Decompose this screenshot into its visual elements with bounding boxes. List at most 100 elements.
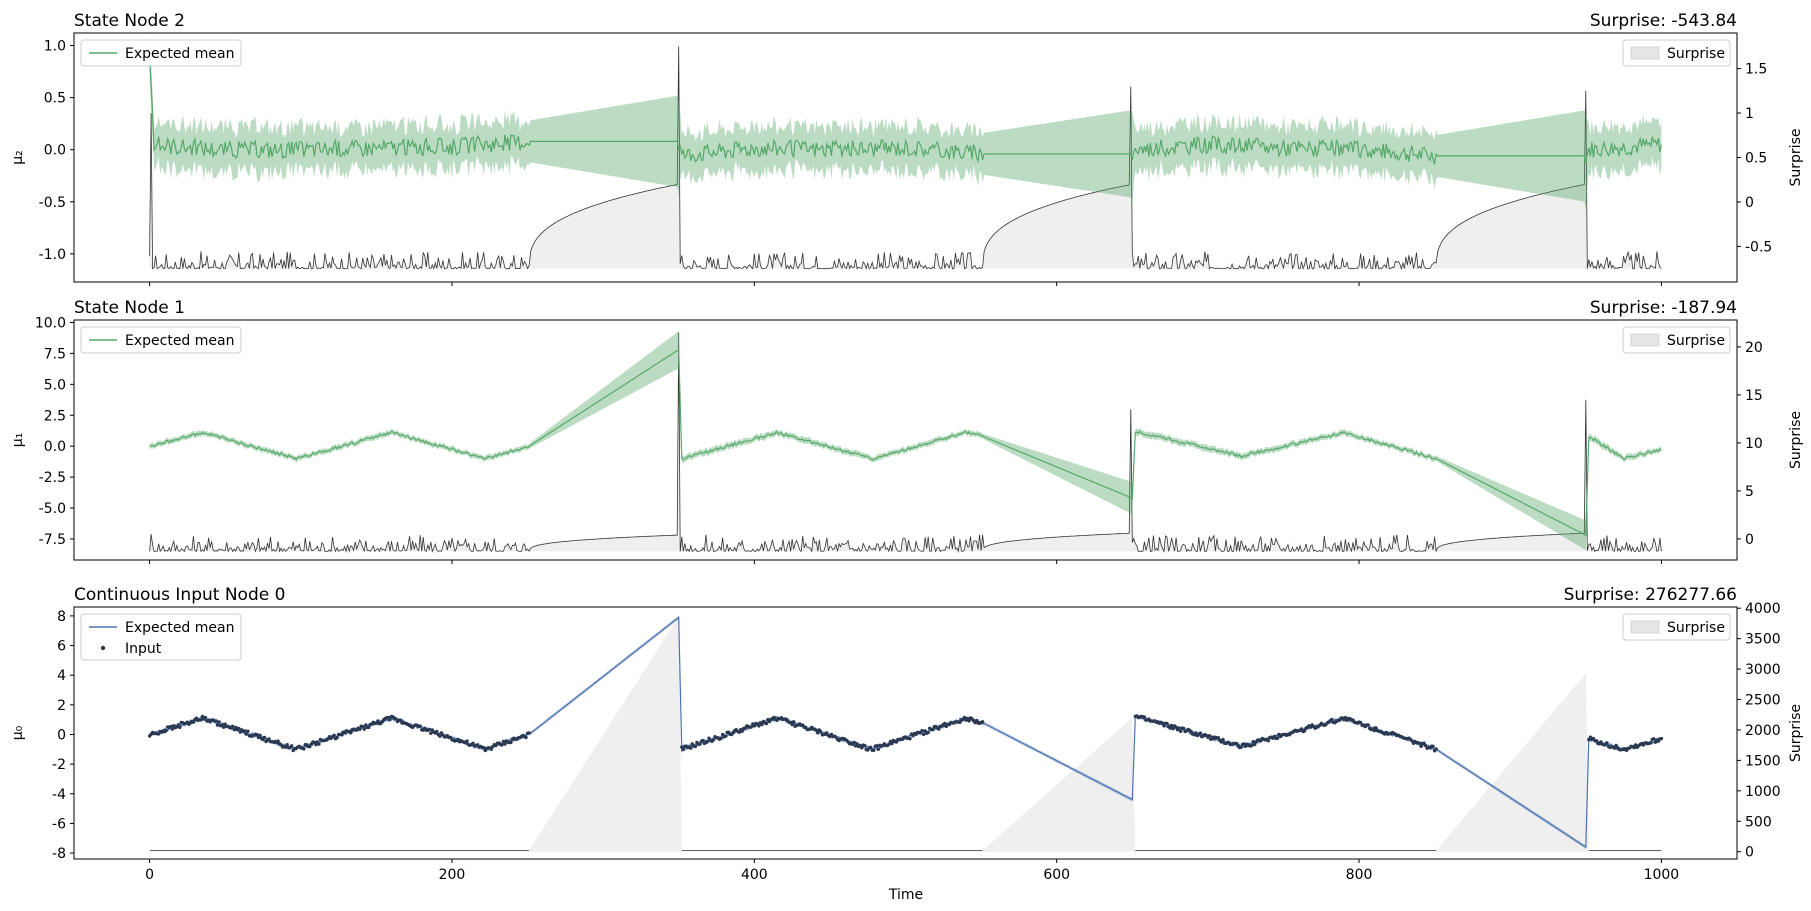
- y-axis-label: μ₁: [10, 433, 26, 448]
- axes-frame: [73, 319, 1738, 561]
- y-right-tick-label: 3500: [1745, 632, 1781, 648]
- y-tick-label: 2: [57, 698, 66, 714]
- input-point: [749, 725, 753, 729]
- input-point: [1275, 736, 1280, 740]
- input-point: [332, 733, 336, 737]
- input-point: [1302, 729, 1307, 733]
- input-point: [863, 743, 867, 748]
- y-tick-label: -2: [52, 757, 66, 773]
- input-point: [246, 729, 250, 733]
- input-point: [887, 742, 891, 746]
- expected-mean-line: [149, 348, 1662, 537]
- y-right-tick-label: 1: [1745, 106, 1754, 122]
- input-point: [1162, 724, 1166, 728]
- input-point: [1419, 744, 1423, 748]
- legend-surprise-swatch: [1630, 46, 1660, 60]
- panel-1: -7.5 -5.0 -2.5 0.0 2.5 5.0 7.5 10.0 0 5 10 15 20 Stat…: [10, 298, 1804, 564]
- y-tick-label: 7.5: [44, 346, 66, 362]
- legend-surprise-label: Surprise: [1667, 620, 1725, 636]
- input-point: [176, 723, 180, 727]
- input-point: [1614, 743, 1618, 748]
- input-point: [1177, 726, 1181, 730]
- legend-surprise-label: Surprise: [1667, 333, 1725, 349]
- panel-title: State Node 1: [74, 298, 185, 318]
- input-point: [1182, 726, 1186, 731]
- input-point: [816, 731, 820, 735]
- input-point: [482, 746, 486, 750]
- input-point: [203, 715, 208, 720]
- input-point: [1374, 726, 1378, 730]
- axes-frame: [73, 606, 1738, 860]
- input-point: [760, 722, 764, 727]
- surprise-fill: [149, 332, 1662, 552]
- input-point: [1330, 717, 1334, 722]
- input-point: [1417, 741, 1422, 746]
- panel-title: Continuous Input Node 0: [74, 585, 285, 605]
- input-point: [1239, 745, 1243, 749]
- panel-0: -1.0 -0.5 0.0 0.5 1.0 -0.5 0 0.5 1 1.5 State Node …: [10, 11, 1804, 286]
- input-point: [276, 739, 280, 743]
- input-point: [267, 737, 271, 741]
- input-point: [908, 737, 912, 741]
- surprise-fill: [149, 46, 1662, 269]
- y-tick-label: 1.0: [44, 39, 66, 55]
- input-point: [1434, 747, 1438, 751]
- input-point: [701, 738, 705, 743]
- legend-surprise-swatch: [1630, 620, 1660, 634]
- y-right-tick-label: 0.5: [1745, 151, 1767, 167]
- input-point: [1250, 743, 1254, 748]
- y-right-tick-label: 20: [1745, 340, 1763, 356]
- input-point: [1343, 715, 1348, 720]
- input-point: [427, 727, 431, 732]
- input-point: [302, 747, 306, 751]
- input-point: [170, 727, 174, 731]
- input-point: [244, 732, 248, 736]
- y-right-tick-label: 500: [1745, 814, 1772, 830]
- y-tick-label: -6: [52, 816, 66, 832]
- input-point: [1198, 731, 1203, 735]
- legend-mean-label: Expected mean: [125, 333, 234, 349]
- legend-input-label: Input: [125, 641, 162, 657]
- panel-surprise-total: Surprise: -543.84: [1590, 11, 1737, 31]
- legend-surprise-swatch: [1630, 333, 1660, 347]
- y-tick-label: -0.5: [39, 195, 66, 211]
- input-point: [757, 724, 761, 728]
- y-right-tick-label: 15: [1745, 388, 1763, 404]
- input-point: [894, 740, 899, 744]
- input-point: [435, 729, 439, 734]
- input-point: [1649, 741, 1653, 745]
- input-point: [876, 747, 880, 751]
- input-point: [164, 728, 168, 733]
- input-point: [1266, 739, 1271, 743]
- input-point: [1142, 715, 1147, 719]
- input-point: [388, 717, 392, 722]
- panel-2: -8-6-4-202468050010001500200025003000350…: [10, 585, 1804, 883]
- input-point: [255, 732, 259, 737]
- input-point: [860, 746, 864, 750]
- input-point: [243, 729, 247, 733]
- input-point: [231, 724, 235, 728]
- y-right-tick-label: 0: [1745, 195, 1754, 211]
- input-point: [937, 727, 941, 731]
- x-axis-label: Time: [888, 887, 923, 903]
- input-point: [1423, 743, 1428, 748]
- input-point: [1168, 726, 1172, 730]
- x-tick-label: 0: [145, 867, 154, 883]
- input-point: [237, 726, 241, 731]
- y-tick-label: 2.5: [44, 408, 66, 424]
- input-point: [740, 729, 744, 733]
- input-point: [921, 732, 926, 737]
- legend-surprise-label: Surprise: [1667, 46, 1725, 62]
- input-point: [1594, 739, 1599, 743]
- input-point: [215, 723, 220, 727]
- y-right-tick-label: 3000: [1745, 662, 1781, 678]
- input-point: [1605, 741, 1609, 745]
- input-point: [1174, 725, 1178, 729]
- input-point: [872, 748, 876, 752]
- y-right-tick-label: 2000: [1745, 723, 1781, 739]
- input-point: [169, 724, 173, 729]
- input-point: [931, 727, 935, 732]
- y-tick-label: -5.0: [39, 501, 66, 517]
- input-point: [926, 730, 930, 735]
- input-point: [764, 721, 769, 726]
